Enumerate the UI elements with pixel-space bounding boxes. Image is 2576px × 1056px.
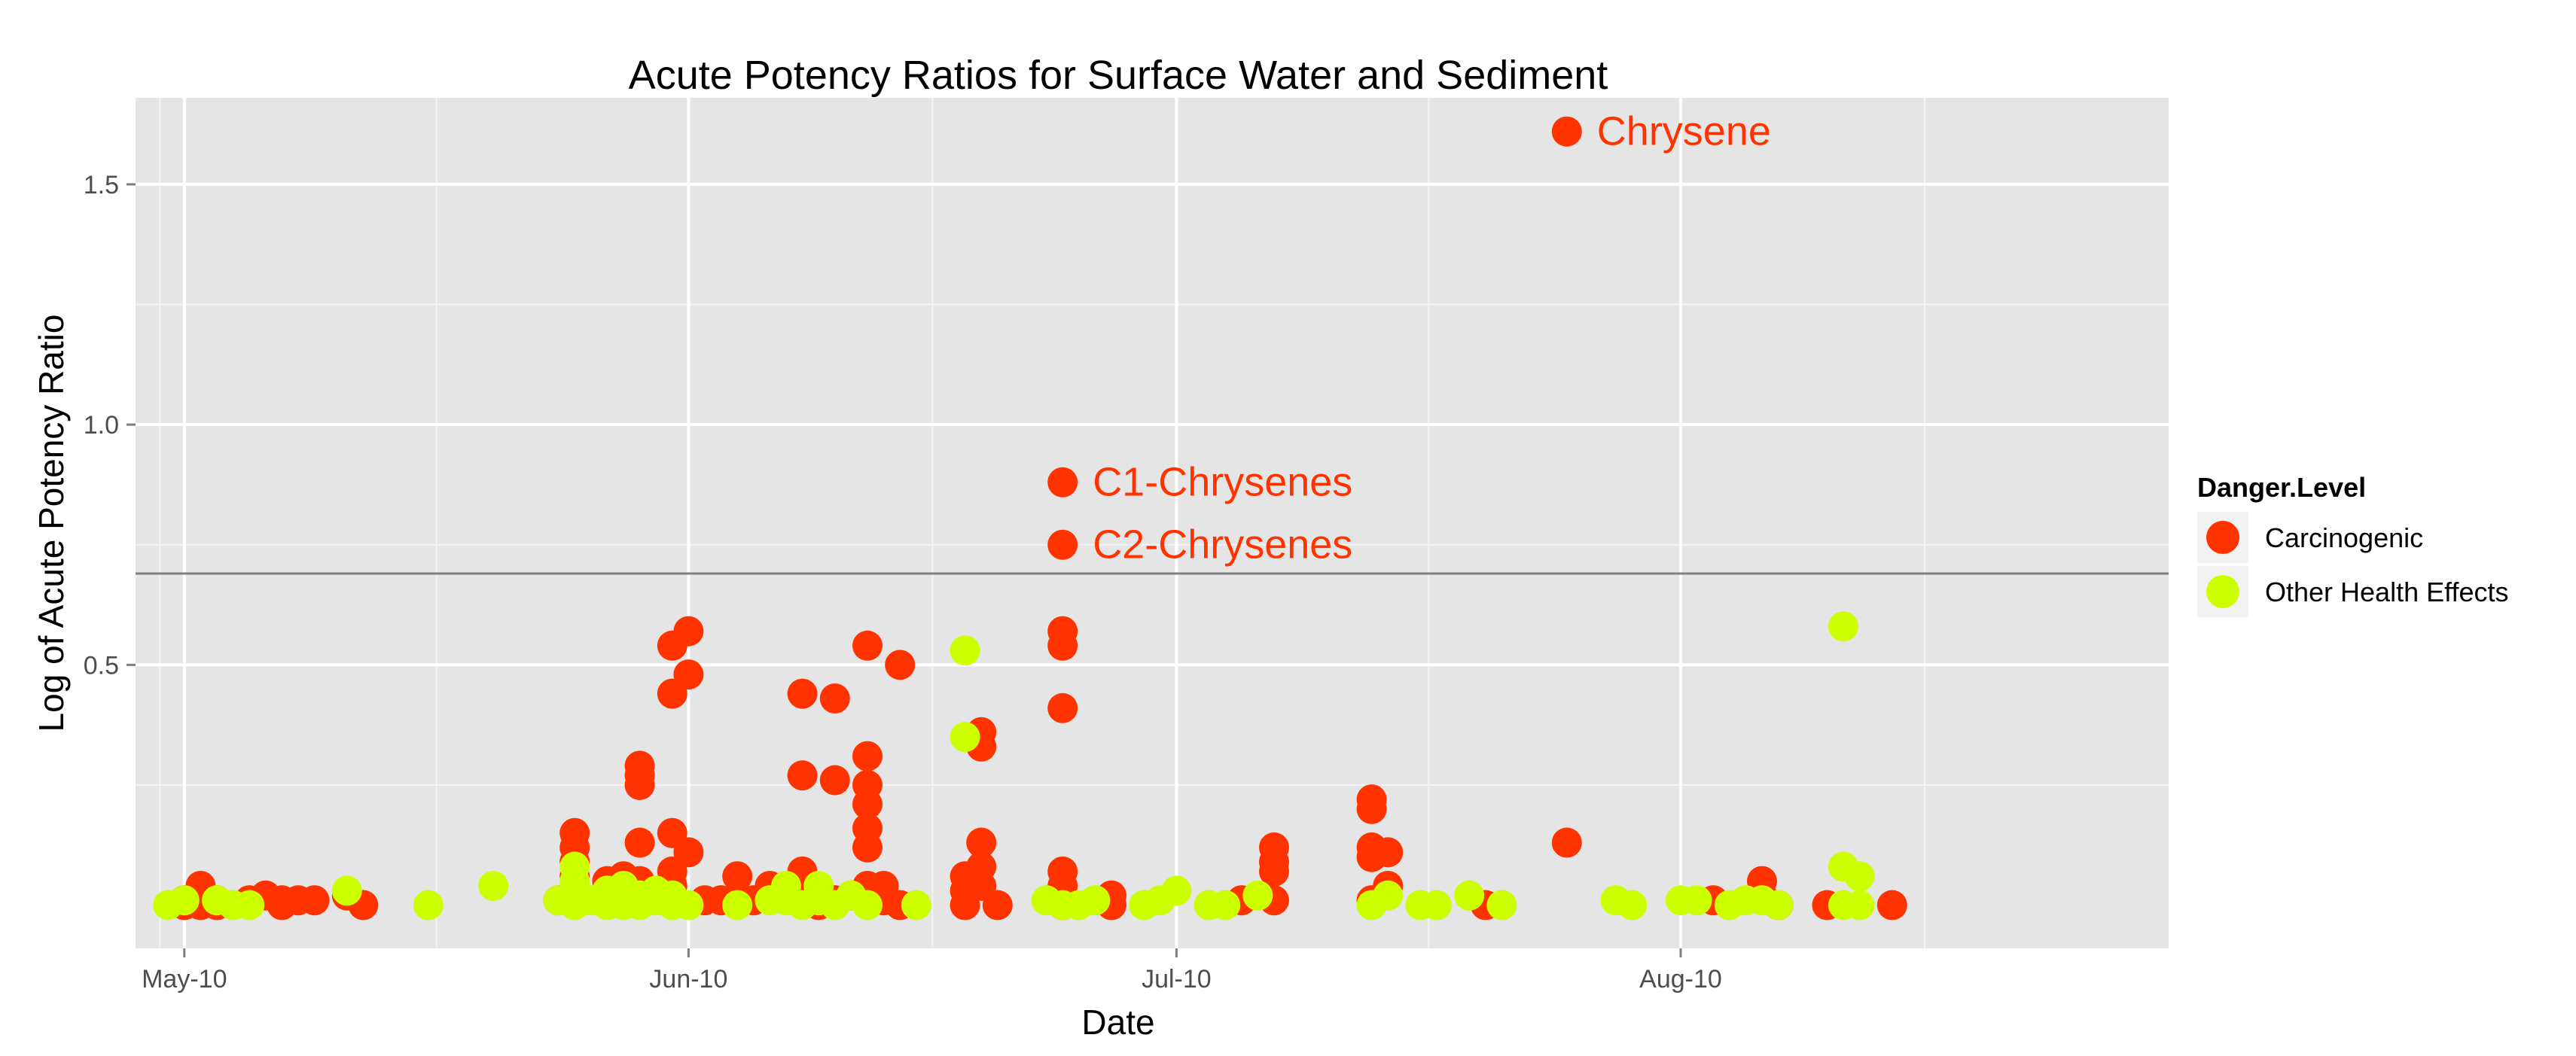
point-other-health-effects	[234, 890, 265, 921]
x-axis-title: Date	[1081, 1003, 1154, 1042]
point-carcinogenic	[673, 837, 704, 868]
point-other-health-effects	[478, 871, 509, 902]
y-axis-ticks: 0.5 1.0 1.5	[84, 171, 136, 680]
point-other-health-effects	[1681, 885, 1712, 916]
point-other-health-effects	[1828, 611, 1858, 642]
annotation-label: Chrysene	[1597, 109, 1771, 154]
point-carcinogenic	[1047, 467, 1078, 498]
point-other-health-effects	[1486, 890, 1517, 921]
data-points	[153, 116, 1907, 921]
point-carcinogenic	[673, 616, 704, 647]
point-other-health-effects	[1080, 885, 1111, 916]
point-carcinogenic	[819, 683, 850, 714]
point-other-health-effects	[1373, 880, 1404, 911]
point-other-health-effects	[1161, 875, 1192, 906]
point-other-health-effects	[852, 890, 883, 921]
point-other-health-effects	[673, 890, 704, 921]
y-tick-label: 0.5	[84, 651, 119, 680]
point-carcinogenic	[819, 765, 850, 796]
point-other-health-effects	[722, 890, 753, 921]
point-carcinogenic	[673, 659, 704, 690]
point-carcinogenic	[1373, 837, 1404, 868]
legend-title: Danger.Level	[2197, 472, 2366, 503]
point-carcinogenic	[885, 650, 916, 680]
y-tick-label: 1.0	[84, 411, 119, 440]
point-carcinogenic	[1047, 692, 1078, 723]
y-axis-title: Log of Acute Potency Ratio	[32, 315, 71, 732]
point-other-health-effects	[950, 635, 980, 666]
point-carcinogenic	[787, 760, 818, 791]
point-other-health-effects	[950, 722, 980, 753]
point-carcinogenic	[1047, 630, 1078, 661]
point-carcinogenic	[852, 789, 883, 820]
point-carcinogenic	[1047, 529, 1078, 560]
legend-label-carcinogenic: Carcinogenic	[2265, 522, 2423, 553]
x-tick-label: Jul-10	[1142, 965, 1212, 994]
chart-title: Acute Potency Ratios for Surface Water a…	[629, 53, 1608, 98]
point-carcinogenic	[624, 769, 655, 800]
point-other-health-effects	[413, 890, 444, 921]
annotations: Chrysene C1-Chrysenes C2-Chrysenes	[1093, 109, 1771, 568]
point-other-health-effects	[1454, 880, 1485, 911]
point-other-health-effects	[1210, 890, 1241, 921]
point-other-health-effects	[1844, 890, 1875, 921]
x-tick-label: Jun-10	[649, 965, 727, 994]
point-carcinogenic	[1356, 793, 1387, 824]
point-carcinogenic	[1551, 827, 1582, 858]
point-other-health-effects	[331, 875, 362, 906]
point-carcinogenic	[624, 827, 655, 858]
point-other-health-effects	[1844, 861, 1875, 892]
legend-key-carcinogenic	[2206, 521, 2239, 554]
point-carcinogenic	[787, 678, 818, 709]
x-tick-label: May-10	[142, 965, 227, 994]
point-carcinogenic	[852, 630, 883, 661]
y-tick-label: 1.5	[84, 171, 119, 199]
legend-key-other-health-effects	[2206, 575, 2239, 608]
point-carcinogenic	[852, 741, 883, 771]
x-axis-ticks: May-10 Jun-10 Jul-10 Aug-10	[142, 948, 1722, 994]
annotation-label: C2-Chrysenes	[1093, 522, 1352, 568]
grid-lines	[136, 98, 2169, 948]
legend-label-other-health-effects: Other Health Effects	[2265, 577, 2509, 607]
x-tick-label: Aug-10	[1639, 965, 1722, 994]
point-other-health-effects	[1617, 890, 1648, 921]
point-other-health-effects	[1242, 880, 1273, 911]
point-other-health-effects	[169, 885, 200, 916]
point-carcinogenic	[982, 890, 1013, 921]
point-other-health-effects	[901, 890, 931, 921]
point-carcinogenic	[1876, 890, 1907, 921]
annotation-label: C1-Chrysenes	[1093, 460, 1352, 505]
point-carcinogenic	[722, 861, 753, 892]
point-carcinogenic	[852, 832, 883, 863]
point-other-health-effects	[1422, 890, 1452, 921]
point-other-health-effects	[1763, 890, 1794, 921]
point-carcinogenic	[299, 885, 330, 916]
point-carcinogenic	[1551, 116, 1582, 147]
point-carcinogenic	[1259, 856, 1289, 887]
legend: Danger.Level Carcinogenic Other Health E…	[2197, 472, 2509, 617]
plot-panel	[136, 98, 2169, 948]
point-carcinogenic	[966, 827, 997, 858]
